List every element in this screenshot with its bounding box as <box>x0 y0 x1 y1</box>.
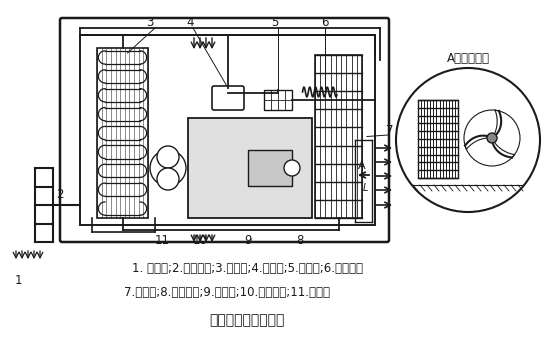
Text: 2: 2 <box>57 189 64 202</box>
Text: 11: 11 <box>155 234 170 246</box>
Circle shape <box>157 146 179 168</box>
Circle shape <box>157 168 179 190</box>
Text: A向局部视图: A向局部视图 <box>447 51 490 65</box>
Text: L: L <box>362 183 368 193</box>
Text: 10: 10 <box>193 234 207 246</box>
Circle shape <box>284 160 300 176</box>
Text: 1. 散流器;2.空调壳体;3.蒸发器;4.压缩机;5.过滤器;6.毛细管；: 1. 散流器;2.空调壳体;3.蒸发器;4.压缩机;5.过滤器;6.毛细管； <box>131 262 362 274</box>
Bar <box>418 100 458 178</box>
Bar <box>315 55 362 218</box>
Bar <box>188 118 312 218</box>
FancyBboxPatch shape <box>212 86 244 110</box>
Text: 6: 6 <box>321 16 329 28</box>
Text: 9: 9 <box>244 234 252 246</box>
Text: A: A <box>358 161 366 171</box>
Bar <box>97 48 148 218</box>
Bar <box>80 35 375 225</box>
Circle shape <box>487 133 497 143</box>
FancyBboxPatch shape <box>60 18 389 242</box>
Text: 3: 3 <box>146 16 153 28</box>
Text: 8: 8 <box>296 234 304 246</box>
Text: 1: 1 <box>14 273 22 286</box>
Circle shape <box>396 68 540 212</box>
Bar <box>264 90 292 110</box>
Text: 电梯空调系统示意图: 电梯空调系统示意图 <box>209 313 285 327</box>
Text: 7.冷凝器;8.轴流风扇;9.电动机;10.离心风机;11.积水盘: 7.冷凝器;8.轴流风扇;9.电动机;10.离心风机;11.积水盘 <box>124 285 330 299</box>
Text: 7: 7 <box>386 124 394 137</box>
Circle shape <box>150 150 186 186</box>
Text: 4: 4 <box>186 16 194 28</box>
Text: 5: 5 <box>271 16 279 28</box>
Bar <box>248 150 292 186</box>
